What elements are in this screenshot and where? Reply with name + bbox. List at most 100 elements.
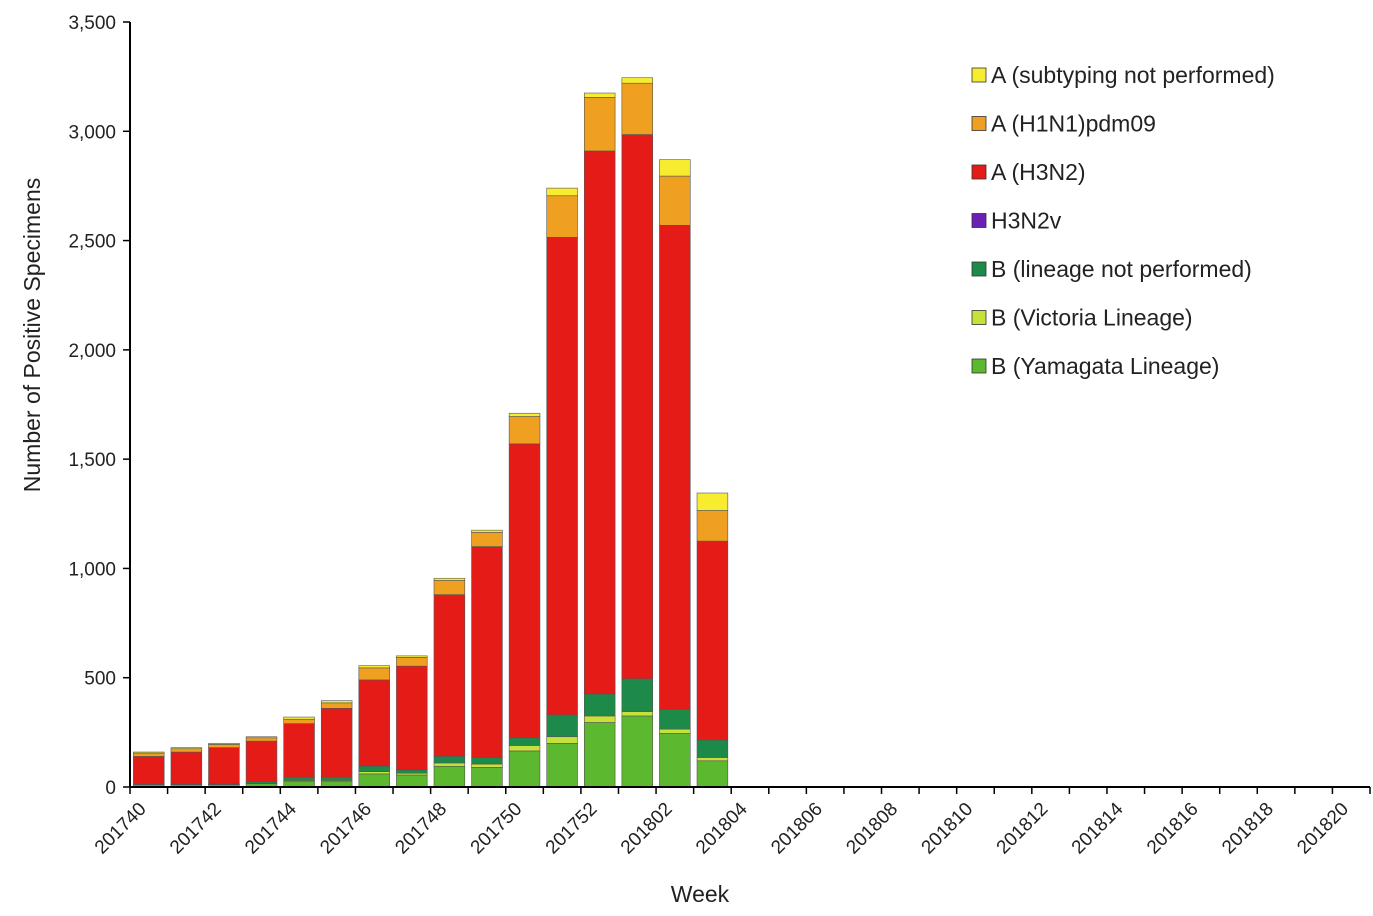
bar-segment: [583, 150, 616, 695]
bar-segment: [621, 711, 653, 717]
x-axis-ticks: 201740 201742 201744 201746 201748 201750 2017…: [91, 787, 1371, 859]
y-tick-label: 2,500: [68, 232, 116, 253]
bar-segment: [358, 667, 390, 681]
x-tick-label: 201742: [166, 799, 226, 859]
bar-segment: [508, 745, 541, 752]
bar-segment: [508, 750, 541, 788]
bar-segment: [659, 159, 691, 177]
bar-segment: [546, 236, 578, 716]
bar-segment: [659, 709, 691, 730]
bar-segment: [358, 679, 390, 767]
bar-segment: [508, 443, 541, 739]
bar-segment: [283, 716, 315, 720]
x-tick-label: 201746: [316, 799, 376, 859]
bar-segment: [696, 739, 729, 758]
bar-segment: [659, 733, 691, 788]
bar-segment: [208, 742, 240, 745]
legend-label: B (Yamagata Lineage): [991, 353, 1219, 379]
bar-segment: [208, 747, 240, 785]
x-tick-label: 201744: [241, 798, 301, 858]
y-axis-title: Number of Positive Specimens: [19, 178, 45, 492]
bar-segment: [433, 765, 466, 788]
bar-segment: [546, 187, 578, 197]
bar-segment: [283, 776, 315, 781]
legend-swatch: [971, 67, 987, 83]
legend-label: A (H3N2): [991, 159, 1086, 185]
y-axis-ticks: 0 500 1,000 1,500 2,000 2,500 3,000 3,500: [68, 13, 130, 799]
bar-segment: [358, 773, 390, 788]
y-tick-label: 3,000: [68, 122, 116, 143]
x-tick-label: 201816: [1143, 799, 1203, 859]
x-tick-label: 201810: [918, 799, 978, 859]
bar-segment: [133, 751, 165, 754]
bar-segment: [170, 747, 203, 750]
x-tick-label: 201806: [767, 799, 827, 859]
bar-segment: [245, 740, 278, 782]
bar-segment: [170, 748, 203, 753]
legend-label: H3N2v: [991, 208, 1062, 234]
x-tick-label: 201812: [993, 799, 1053, 859]
bar-segment: [396, 774, 428, 788]
bar-segment: [471, 763, 503, 768]
x-tick-label: 201820: [1293, 799, 1353, 859]
bar-segment: [696, 492, 729, 511]
bar-segment: [659, 728, 691, 734]
bar-segment: [170, 751, 203, 785]
x-tick-label: 201802: [617, 799, 677, 859]
bar-segment: [546, 714, 578, 738]
bar-segment: [396, 657, 428, 667]
y-tick-label: 1,000: [68, 559, 116, 580]
bar-segment: [621, 715, 653, 788]
x-tick-label: 201804: [692, 798, 752, 858]
bar-segment: [358, 771, 390, 775]
legend-swatch: [971, 116, 987, 131]
legend-swatch: [971, 213, 987, 228]
bar-segment: [546, 195, 578, 238]
bar-segment: [433, 762, 466, 767]
bar-segment: [320, 702, 353, 709]
y-tick-label: 500: [84, 669, 116, 690]
bar-segment: [583, 97, 616, 152]
y-tick-label: 1,500: [68, 450, 116, 471]
bar-segment: [433, 577, 466, 581]
bar-segment: [471, 532, 503, 547]
bar-segment: [583, 715, 616, 723]
bar-segment: [621, 678, 653, 712]
bar-segment: [433, 594, 466, 757]
bar-segment: [696, 760, 729, 788]
bar-segment: [320, 776, 353, 781]
bar-segment: [433, 756, 466, 764]
legend-swatch: [971, 358, 987, 374]
x-tick-label: 201818: [1218, 799, 1278, 859]
bar-segment: [659, 175, 691, 226]
bar-segment: [546, 736, 578, 744]
bar-segment: [358, 665, 390, 669]
bar-segment: [245, 737, 278, 742]
bar-segment: [659, 224, 691, 710]
legend-label: A (H1N1)pdm09: [991, 111, 1156, 137]
x-axis-title: Week: [671, 881, 730, 907]
bar-segment: [621, 77, 653, 84]
bar-segment: [396, 769, 428, 774]
legend: A (subtyping not performed) A (H1N1)pdm09…: [971, 62, 1275, 379]
y-tick-label: 0: [105, 778, 116, 799]
bar-segment: [133, 756, 165, 785]
x-tick-label: 201740: [91, 799, 151, 859]
bar-segment: [696, 510, 729, 542]
bar-segment: [320, 708, 353, 778]
y-tick-label: 2,000: [68, 341, 116, 362]
x-tick-label: 201808: [842, 799, 902, 859]
bar-segment: [508, 416, 541, 445]
legend-swatch: [971, 164, 987, 180]
bar-segment: [621, 134, 653, 680]
legend-swatch: [971, 310, 987, 325]
bar-segment: [471, 767, 503, 788]
bar-segment: [396, 665, 428, 771]
x-tick-label: 201814: [1068, 798, 1128, 858]
bar-segment: [433, 580, 466, 595]
y-tick-label: 3,500: [68, 13, 116, 34]
bar-segment: [471, 757, 503, 765]
bar-segment: [508, 737, 541, 746]
x-tick-label: 201750: [467, 799, 527, 859]
